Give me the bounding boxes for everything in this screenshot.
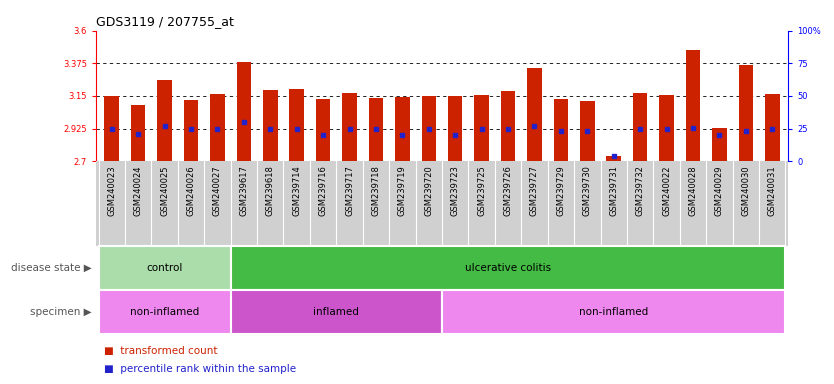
Bar bbox=[739, 65, 753, 161]
Text: GSM239731: GSM239731 bbox=[610, 166, 618, 216]
Text: GSM240025: GSM240025 bbox=[160, 166, 169, 216]
Bar bbox=[712, 127, 726, 161]
Text: GSM239720: GSM239720 bbox=[425, 166, 434, 216]
Text: GSM240023: GSM240023 bbox=[108, 166, 116, 216]
Text: GSM240024: GSM240024 bbox=[133, 166, 143, 216]
Text: GDS3119 / 207755_at: GDS3119 / 207755_at bbox=[96, 15, 234, 28]
Bar bbox=[421, 96, 436, 161]
Text: GSM240027: GSM240027 bbox=[213, 166, 222, 216]
Text: GSM240022: GSM240022 bbox=[662, 166, 671, 216]
Bar bbox=[395, 97, 409, 161]
Text: inflamed: inflamed bbox=[314, 307, 359, 317]
Text: GSM240028: GSM240028 bbox=[689, 166, 697, 216]
Bar bbox=[686, 50, 701, 161]
Text: ■  transformed count: ■ transformed count bbox=[104, 346, 218, 356]
Bar bbox=[237, 62, 251, 161]
Bar bbox=[158, 80, 172, 161]
Bar bbox=[448, 96, 463, 161]
Bar bbox=[633, 93, 647, 161]
Text: GSM240026: GSM240026 bbox=[187, 166, 195, 216]
Bar bbox=[606, 156, 621, 161]
Bar bbox=[104, 96, 119, 161]
Text: GSM239714: GSM239714 bbox=[292, 166, 301, 216]
Text: GSM240031: GSM240031 bbox=[768, 166, 776, 216]
Text: GSM239732: GSM239732 bbox=[636, 166, 645, 216]
Text: GSM239730: GSM239730 bbox=[583, 166, 592, 216]
Bar bbox=[231, 246, 786, 290]
Text: GSM239617: GSM239617 bbox=[239, 166, 249, 216]
Bar bbox=[316, 99, 330, 161]
Text: non-inflamed: non-inflamed bbox=[130, 307, 199, 317]
Text: ■  percentile rank within the sample: ■ percentile rank within the sample bbox=[104, 364, 296, 374]
Bar bbox=[131, 106, 145, 161]
Text: GSM239727: GSM239727 bbox=[530, 166, 539, 216]
Text: non-inflamed: non-inflamed bbox=[579, 307, 648, 317]
Bar bbox=[342, 93, 357, 161]
Bar bbox=[660, 95, 674, 161]
Text: ulcerative colitis: ulcerative colitis bbox=[465, 263, 551, 273]
Bar bbox=[98, 290, 231, 334]
Text: GSM239716: GSM239716 bbox=[319, 166, 328, 216]
Bar bbox=[263, 91, 278, 161]
Bar bbox=[527, 68, 542, 161]
Bar bbox=[289, 89, 304, 161]
Text: GSM239717: GSM239717 bbox=[345, 166, 354, 216]
Bar bbox=[183, 100, 198, 161]
Bar bbox=[231, 290, 442, 334]
Text: disease state ▶: disease state ▶ bbox=[11, 263, 92, 273]
Text: GSM239618: GSM239618 bbox=[266, 166, 274, 216]
Text: GSM239726: GSM239726 bbox=[504, 166, 513, 216]
Bar bbox=[500, 91, 515, 161]
Bar bbox=[98, 246, 231, 290]
Text: GSM239718: GSM239718 bbox=[371, 166, 380, 216]
Bar bbox=[475, 94, 489, 161]
Text: GSM240030: GSM240030 bbox=[741, 166, 751, 216]
Bar bbox=[442, 290, 786, 334]
Text: GSM240029: GSM240029 bbox=[715, 166, 724, 216]
Text: GSM239719: GSM239719 bbox=[398, 166, 407, 216]
Bar bbox=[580, 101, 595, 161]
Text: GSM239729: GSM239729 bbox=[556, 166, 565, 216]
Text: control: control bbox=[147, 263, 183, 273]
Bar bbox=[554, 99, 568, 161]
Text: specimen ▶: specimen ▶ bbox=[30, 307, 92, 317]
Text: GSM239723: GSM239723 bbox=[450, 166, 460, 216]
Text: GSM239725: GSM239725 bbox=[477, 166, 486, 216]
Bar bbox=[369, 98, 384, 161]
Bar bbox=[210, 94, 224, 161]
Bar bbox=[765, 94, 780, 161]
